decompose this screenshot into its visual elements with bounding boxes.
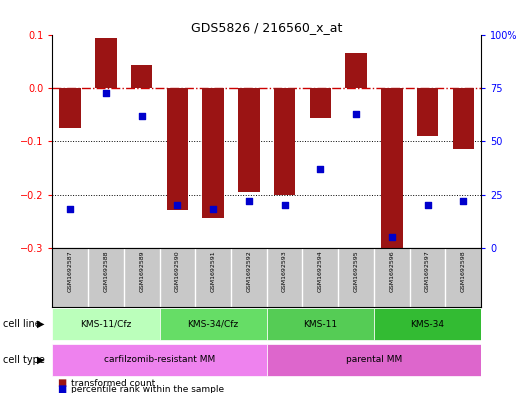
Point (280, 202, 289, 208)
Bar (267, 308, 374, 340)
Point (388, 234, 396, 240)
Point (316, 166, 324, 172)
Point (459, 198, 468, 204)
Text: GSM1692595: GSM1692595 (354, 251, 359, 292)
Text: GSM1692587: GSM1692587 (67, 251, 73, 292)
Point (209, 206, 218, 213)
Text: ■: ■ (58, 378, 67, 388)
Bar (167, 88, 188, 211)
Text: ▶: ▶ (37, 319, 44, 329)
Point (245, 198, 253, 204)
Bar (52, 343, 267, 376)
Text: KMS-34: KMS-34 (411, 320, 445, 329)
Text: percentile rank within the sample: percentile rank within the sample (71, 385, 224, 393)
Point (173, 202, 181, 208)
Text: GSM1692598: GSM1692598 (461, 251, 466, 292)
Text: ■: ■ (58, 384, 67, 393)
Text: carfilzomib-resistant MM: carfilzomib-resistant MM (104, 355, 215, 364)
Text: GSM1692589: GSM1692589 (139, 251, 144, 292)
Text: parental MM: parental MM (346, 355, 402, 364)
Bar (131, 64, 152, 88)
Text: KMS-11: KMS-11 (303, 320, 337, 329)
Bar (267, 343, 481, 376)
Bar (95, 38, 117, 88)
Bar (452, 88, 474, 149)
Text: GSM1692597: GSM1692597 (425, 251, 430, 292)
Bar (160, 308, 267, 340)
Text: GSM1692588: GSM1692588 (104, 251, 108, 292)
Text: KMS-11/Cfz: KMS-11/Cfz (80, 320, 132, 329)
Bar (417, 88, 438, 136)
Point (138, 113, 146, 119)
Bar (238, 88, 259, 192)
Text: cell type: cell type (3, 354, 44, 365)
Point (352, 111, 360, 117)
Bar (381, 88, 403, 250)
Text: KMS-34/Cfz: KMS-34/Cfz (188, 320, 238, 329)
Bar (274, 88, 295, 195)
Bar (60, 88, 81, 128)
Bar (374, 308, 481, 340)
Point (66, 206, 74, 213)
Text: GSM1692594: GSM1692594 (318, 251, 323, 292)
Text: GSM1692592: GSM1692592 (246, 251, 252, 292)
Title: GDS5826 / 216560_x_at: GDS5826 / 216560_x_at (191, 21, 343, 34)
Text: cell line: cell line (3, 319, 40, 329)
Text: GSM1692591: GSM1692591 (211, 251, 215, 292)
Point (101, 90, 110, 96)
Bar (345, 53, 367, 88)
Bar (310, 88, 331, 118)
Bar (202, 88, 224, 219)
Bar (52, 308, 160, 340)
Point (424, 202, 432, 208)
Text: transformed count: transformed count (71, 379, 155, 387)
Text: GSM1692596: GSM1692596 (389, 251, 394, 292)
Text: GSM1692593: GSM1692593 (282, 251, 287, 292)
Text: ▶: ▶ (37, 354, 44, 365)
Text: GSM1692590: GSM1692590 (175, 251, 180, 292)
